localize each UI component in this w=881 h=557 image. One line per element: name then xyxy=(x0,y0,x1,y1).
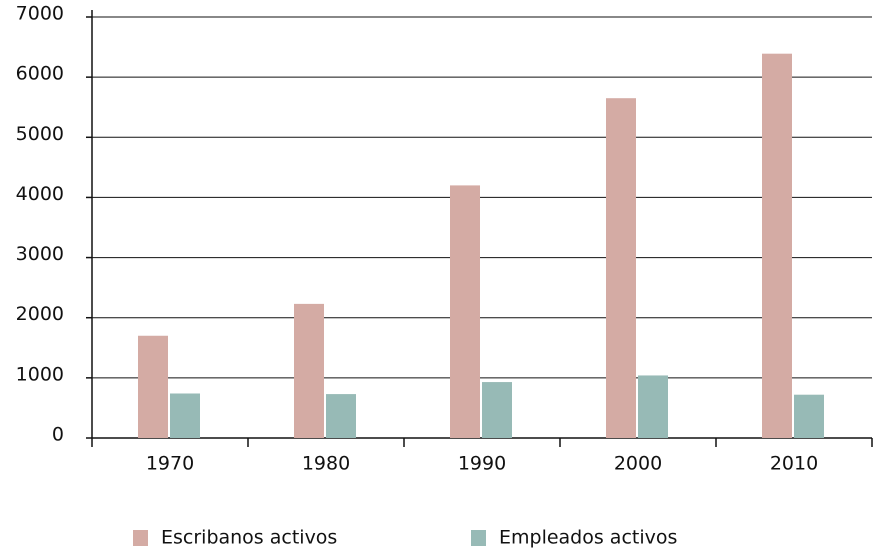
bar xyxy=(326,394,356,438)
bar xyxy=(606,98,636,438)
y-tick-label: 1000 xyxy=(16,363,64,385)
legend-swatch xyxy=(471,530,486,546)
legend-label: Escribanos activos xyxy=(161,527,337,549)
y-tick-label: 2000 xyxy=(16,303,64,325)
legend-label: Empleados activos xyxy=(499,527,677,549)
x-tick-label: 1980 xyxy=(302,453,350,475)
bar xyxy=(294,303,324,438)
y-tick-label: 4000 xyxy=(16,183,64,205)
bar xyxy=(482,382,512,438)
x-tick-label: 1970 xyxy=(146,453,194,475)
bar xyxy=(794,394,824,438)
bar xyxy=(170,393,200,438)
bar xyxy=(762,53,792,439)
y-tick-label: 5000 xyxy=(16,123,64,145)
y-tick-label: 7000 xyxy=(16,3,64,25)
legend-swatch xyxy=(133,530,148,546)
bar xyxy=(450,185,480,438)
y-tick-label: 6000 xyxy=(16,63,64,85)
x-tick-label: 2010 xyxy=(770,453,818,475)
x-tick-label: 1990 xyxy=(458,453,506,475)
y-tick-label: 3000 xyxy=(16,243,64,265)
bar xyxy=(138,335,168,438)
x-tick-label: 2000 xyxy=(614,453,662,475)
y-tick-label: 0 xyxy=(52,424,64,446)
bar xyxy=(638,375,668,438)
